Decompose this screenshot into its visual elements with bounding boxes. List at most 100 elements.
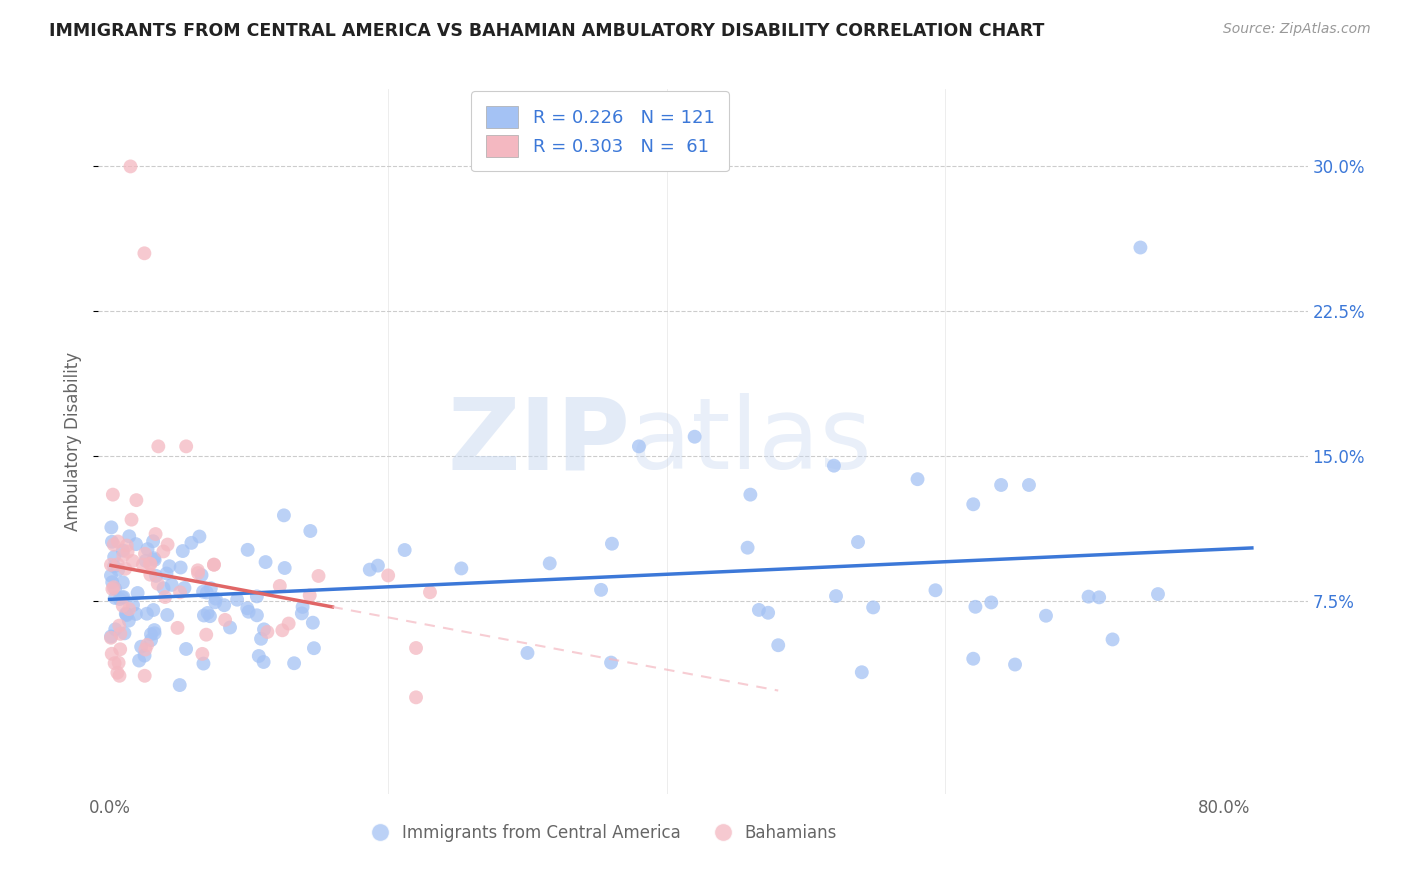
Point bbox=[405, 640, 427, 655]
Point bbox=[291, 599, 314, 614]
Point bbox=[193, 657, 215, 671]
Point bbox=[125, 607, 148, 621]
Point bbox=[111, 591, 134, 605]
Point bbox=[111, 543, 134, 558]
Point bbox=[253, 623, 276, 637]
Point bbox=[823, 458, 845, 473]
Point bbox=[219, 620, 242, 634]
Point bbox=[152, 581, 174, 595]
Point bbox=[174, 439, 197, 453]
Point bbox=[283, 657, 305, 671]
Point bbox=[302, 615, 325, 630]
Point bbox=[156, 537, 179, 551]
Point bbox=[193, 608, 215, 623]
Point bbox=[143, 553, 166, 567]
Point bbox=[127, 586, 149, 600]
Point bbox=[108, 618, 131, 632]
Point bbox=[104, 591, 127, 605]
Text: atlas: atlas bbox=[630, 393, 872, 490]
Point bbox=[145, 569, 167, 583]
Point bbox=[169, 678, 191, 692]
Point bbox=[1129, 240, 1152, 254]
Point bbox=[160, 578, 183, 592]
Point bbox=[121, 513, 143, 527]
Point bbox=[115, 539, 138, 553]
Point bbox=[204, 595, 226, 609]
Point bbox=[125, 493, 148, 508]
Point bbox=[121, 554, 143, 568]
Point bbox=[112, 548, 135, 562]
Point bbox=[118, 529, 141, 543]
Point bbox=[862, 600, 884, 615]
Point bbox=[516, 646, 538, 660]
Point bbox=[115, 608, 138, 623]
Point bbox=[180, 536, 202, 550]
Point bbox=[308, 569, 330, 583]
Point bbox=[405, 690, 427, 705]
Point bbox=[111, 575, 134, 590]
Point bbox=[226, 592, 249, 607]
Point bbox=[271, 624, 294, 638]
Point bbox=[965, 599, 987, 614]
Point bbox=[980, 595, 1002, 609]
Point bbox=[195, 628, 218, 642]
Point bbox=[236, 542, 259, 557]
Point bbox=[100, 558, 122, 572]
Point bbox=[169, 585, 191, 599]
Point bbox=[600, 656, 623, 670]
Legend: Immigrants from Central America, Bahamians: Immigrants from Central America, Bahamia… bbox=[357, 818, 844, 849]
Point bbox=[302, 641, 325, 656]
Point bbox=[132, 558, 155, 572]
Point bbox=[139, 557, 162, 571]
Point bbox=[737, 541, 759, 555]
Point bbox=[1147, 587, 1170, 601]
Y-axis label: Ambulatory Disability: Ambulatory Disability bbox=[65, 352, 83, 531]
Point bbox=[200, 581, 222, 595]
Point bbox=[768, 638, 790, 652]
Text: IMMIGRANTS FROM CENTRAL AMERICA VS BAHAMIAN AMBULATORY DISABILITY CORRELATION CH: IMMIGRANTS FROM CENTRAL AMERICA VS BAHAM… bbox=[49, 22, 1045, 40]
Point bbox=[962, 651, 984, 665]
Point bbox=[990, 478, 1012, 492]
Point bbox=[103, 538, 125, 552]
Point bbox=[104, 656, 127, 670]
Point bbox=[100, 630, 122, 644]
Point bbox=[114, 626, 136, 640]
Point bbox=[377, 568, 399, 582]
Point bbox=[117, 544, 139, 558]
Point bbox=[256, 625, 278, 640]
Point bbox=[273, 508, 295, 523]
Point bbox=[367, 558, 389, 573]
Point bbox=[1018, 478, 1040, 492]
Point bbox=[101, 582, 124, 596]
Point bbox=[145, 527, 167, 541]
Point bbox=[962, 497, 984, 511]
Point bbox=[538, 557, 561, 571]
Point bbox=[136, 542, 159, 557]
Point bbox=[1077, 590, 1099, 604]
Point bbox=[627, 439, 650, 453]
Point bbox=[202, 558, 225, 572]
Point bbox=[101, 575, 124, 590]
Point bbox=[118, 602, 141, 616]
Point bbox=[139, 633, 162, 648]
Point bbox=[125, 537, 148, 551]
Point bbox=[269, 579, 291, 593]
Point bbox=[202, 558, 225, 572]
Point bbox=[166, 621, 188, 635]
Point bbox=[748, 603, 770, 617]
Point bbox=[100, 631, 122, 645]
Point bbox=[100, 520, 122, 534]
Point bbox=[188, 529, 211, 543]
Point bbox=[108, 642, 131, 657]
Point bbox=[825, 589, 848, 603]
Point bbox=[204, 591, 226, 606]
Point bbox=[740, 488, 762, 502]
Point bbox=[101, 488, 124, 502]
Point bbox=[169, 560, 191, 574]
Point bbox=[172, 544, 194, 558]
Point bbox=[153, 590, 176, 604]
Point bbox=[139, 567, 162, 582]
Point bbox=[122, 598, 145, 612]
Point bbox=[299, 524, 322, 538]
Point bbox=[134, 669, 156, 683]
